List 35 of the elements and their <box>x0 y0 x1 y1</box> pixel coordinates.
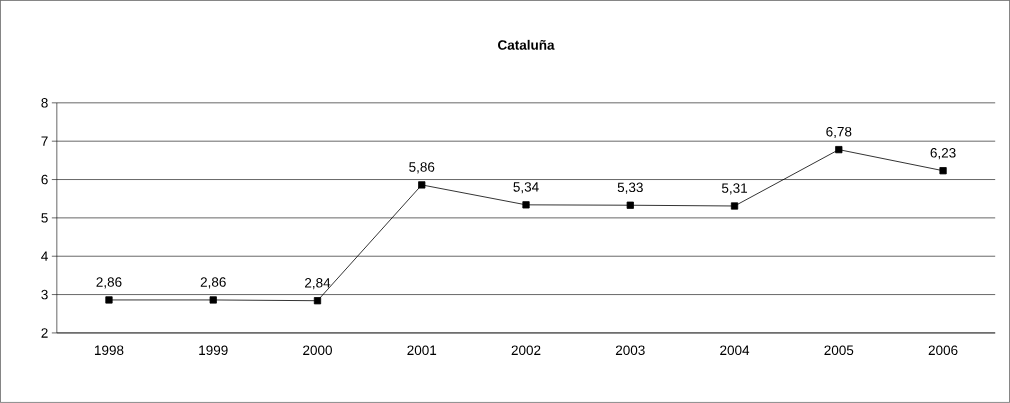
y-tick-label: 8 <box>41 98 48 108</box>
x-tick-label: 2003 <box>615 345 645 356</box>
x-tick-label: 2000 <box>303 345 332 356</box>
y-tick-label: 2 <box>41 328 48 338</box>
data-label: 5,31 <box>721 183 748 195</box>
data-label: 2,84 <box>305 278 331 290</box>
x-tick-label: 1999 <box>199 345 228 356</box>
point <box>209 296 217 304</box>
data-label: 6,23 <box>930 148 956 160</box>
x-tick-label: 2005 <box>824 345 854 356</box>
point <box>835 146 843 154</box>
point <box>522 201 530 209</box>
data-label: 2,86 <box>96 277 122 289</box>
chart-title: Cataluña <box>498 39 555 50</box>
x-tick-label: 2001 <box>407 345 437 356</box>
point <box>418 181 426 189</box>
point <box>313 297 322 305</box>
x-tick-label: 2004 <box>720 345 750 356</box>
point <box>105 296 113 304</box>
x-tick-label: 2006 <box>928 345 958 356</box>
point <box>626 201 634 209</box>
y-tick-label: 6 <box>41 174 48 185</box>
data-label: 6,78 <box>826 127 852 139</box>
y-tick-label: 5 <box>41 213 48 223</box>
data-label: 5,34 <box>513 182 539 194</box>
data-label: 5,86 <box>409 162 435 174</box>
data-label: 5,33 <box>617 182 643 194</box>
x-tick-label: 2002 <box>511 345 541 356</box>
x-tick-label: 1998 <box>94 345 124 356</box>
y-tick-label: 3 <box>41 289 48 300</box>
point <box>939 167 947 175</box>
y-tick-label: 7 <box>41 136 48 146</box>
point <box>730 202 739 210</box>
data-label: 2,86 <box>200 277 226 289</box>
y-tick-label: 4 <box>41 251 48 261</box>
